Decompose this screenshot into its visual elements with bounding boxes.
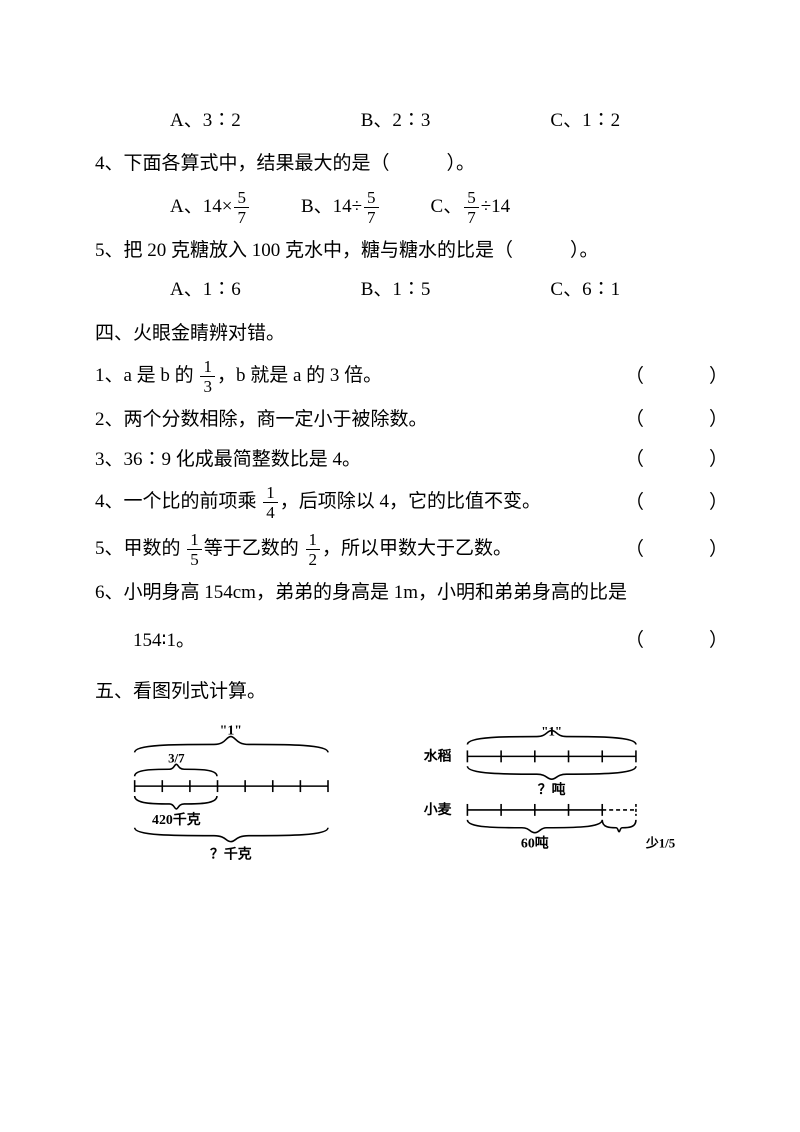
fraction-icon: 57 (464, 189, 479, 226)
d2-rice: 水稻 (423, 748, 451, 765)
q5-opt-b: B、1∶5 (361, 275, 431, 304)
q4-opt-b: B、14÷57 (301, 189, 381, 226)
j4-pre: 4、一个比的前项乘 (95, 491, 261, 512)
j6b-text: 154∶1。 (95, 626, 625, 655)
d1-one: "1" (220, 724, 242, 739)
paren-blank: （ ） (625, 626, 705, 655)
judge-6b: 154∶1。 （ ） (95, 618, 705, 663)
q4-opt-a: A、14×57 (170, 189, 251, 226)
paren-blank: （ ） (625, 445, 705, 474)
j3-text: 3、36∶9 化成最简整数比是 4。 (95, 445, 625, 474)
d2-less: 少1/5 (645, 836, 675, 851)
judge-3: 3、36∶9 化成最简整数比是 4。 （ ） (95, 445, 705, 474)
d2-val: 60吨 (521, 835, 549, 852)
q4-text: 4、下面各算式中，结果最大的是（ ）。 (95, 149, 705, 178)
q4-c-mid: ÷14 (481, 196, 510, 217)
d1-frac: 3/7 (168, 752, 185, 766)
j5-pre: 5、甲数的 (95, 538, 185, 559)
q4-options: A、14×57 B、14÷57 C、57÷14 (95, 189, 705, 226)
d1-q: ？千克 (210, 846, 252, 863)
j2-text: 2、两个分数相除，商一定小于被除数。 (95, 405, 625, 434)
d2-wheat: 小麦 (423, 801, 451, 818)
fraction-icon: 12 (306, 531, 321, 568)
q5-options: A、1∶6 B、1∶5 C、6∶1 (95, 275, 705, 304)
q3-opt-a: A、3∶2 (170, 106, 241, 135)
judge-4: 4、一个比的前项乘 14，后项除以 4，它的比值不变。 （ ） (95, 484, 705, 521)
q5-opt-a: A、1∶6 (170, 275, 241, 304)
diagrams-row: "1" 3/7 420千克 ？千克 (95, 724, 705, 874)
q4-opt-c: C、57÷14 (431, 189, 511, 226)
fraction-icon: 14 (263, 484, 278, 521)
paren-blank: （ ） (625, 362, 705, 391)
paren-blank: （ ） (625, 405, 705, 434)
judge-2: 2、两个分数相除，商一定小于被除数。 （ ） (95, 405, 705, 434)
paren-blank: （ ） (625, 535, 705, 564)
q5-text: 5、把 20 克糖放入 100 克水中，糖与糖水的比是（ ）。 (95, 236, 705, 265)
d2-one: "1" (541, 725, 562, 739)
q4-a-pre: A、14× (170, 196, 232, 217)
j1-pre: 1、a 是 b 的 (95, 365, 198, 386)
d1-val: 420千克 (152, 811, 201, 828)
q4-c-pre: C、 (431, 196, 463, 217)
q3-opt-b: B、2∶3 (361, 106, 431, 135)
q3-options: A、3∶2 B、2∶3 C、1∶2 (95, 106, 705, 135)
j4-post: ，后项除以 4，它的比值不变。 (280, 491, 541, 512)
section-5-title: 五、看图列式计算。 (95, 677, 705, 706)
paren-blank: （ ） (625, 488, 705, 517)
diagram-1: "1" 3/7 420千克 ？千克 (95, 724, 368, 874)
fraction-icon: 15 (187, 531, 202, 568)
judge-1: 1、a 是 b 的 13，b 就是 a 的 3 倍。 （ ） (95, 358, 705, 395)
judge-5: 5、甲数的 15等于乙数的 12，所以甲数大于乙数。 （ ） (95, 531, 705, 568)
d2-qd: ？吨 (537, 781, 565, 798)
q5-opt-c: C、6∶1 (550, 275, 620, 304)
judge-6a: 6、小明身高 154cm，弟弟的身高是 1m，小明和弟弟身高的比是 (95, 578, 705, 607)
j5-mid: 等于乙数的 (204, 538, 304, 559)
diagram-2: 水稻 小麦 "1" ？吨 60吨 少1/5 (398, 724, 705, 874)
fraction-icon: 13 (200, 358, 215, 395)
q3-opt-c: C、1∶2 (550, 106, 620, 135)
j5-post: ，所以甲数大于乙数。 (322, 538, 512, 559)
fraction-icon: 57 (234, 189, 249, 226)
j1-post: ，b 就是 a 的 3 倍。 (217, 365, 382, 386)
q4-b-pre: B、14÷ (301, 196, 362, 217)
section-4-title: 四、火眼金睛辨对错。 (95, 319, 705, 348)
fraction-icon: 57 (364, 189, 379, 226)
